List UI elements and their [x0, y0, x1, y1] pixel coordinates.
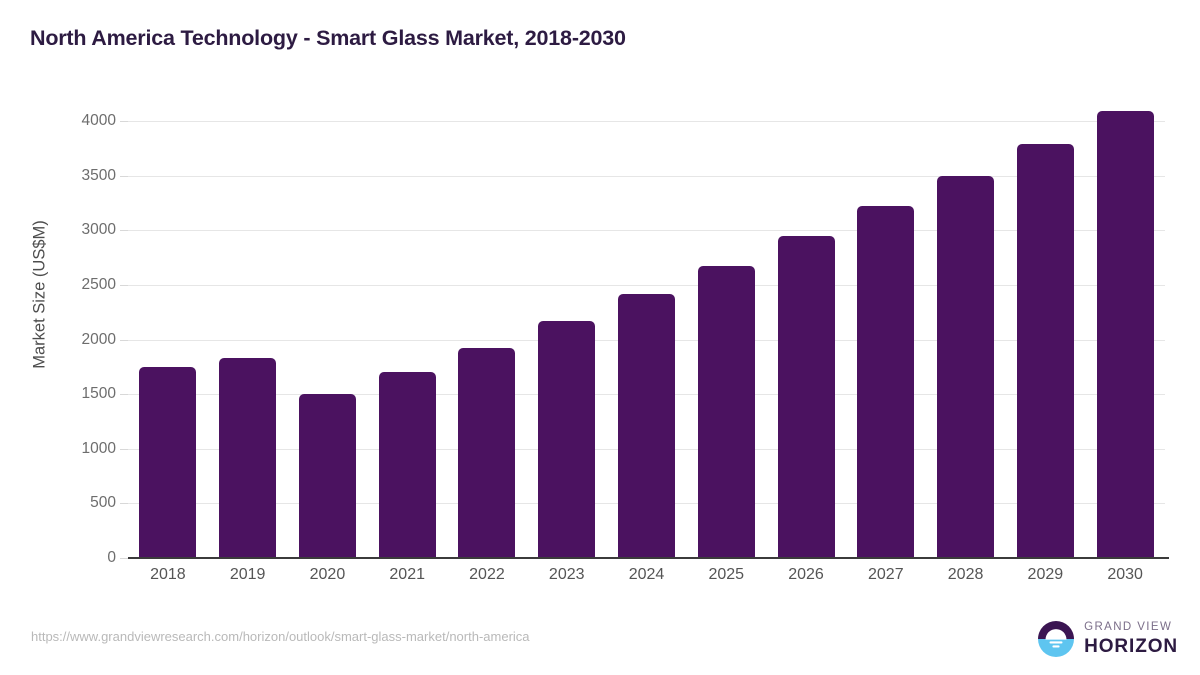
- y-tick-label: 500: [90, 494, 116, 512]
- sunrise-circle-icon: [1038, 621, 1075, 657]
- x-axis-line: [128, 557, 1169, 559]
- bar[interactable]: [857, 206, 915, 558]
- brand-name-top: GRAND VIEW: [1084, 621, 1173, 634]
- x-tick-label: 2020: [309, 566, 346, 583]
- x-tick-label: 2028: [947, 566, 984, 583]
- brand-wordmark: GRAND VIEW HORIZON: [1084, 622, 1178, 656]
- bar[interactable]: [458, 347, 516, 558]
- y-tick-label: 0: [107, 549, 116, 566]
- plot-area: [128, 111, 1165, 558]
- y-tick-mark: [120, 503, 128, 505]
- bar[interactable]: [697, 266, 755, 558]
- x-tick-label: 2030: [1107, 566, 1143, 583]
- x-tick-label: 2025: [708, 566, 745, 583]
- bar[interactable]: [1096, 111, 1154, 558]
- x-tick-label: 2026: [788, 566, 824, 583]
- bar[interactable]: [219, 357, 277, 558]
- y-tick-label: 1000: [81, 439, 116, 457]
- x-tick-label: 2023: [548, 566, 585, 583]
- y-tick-label: 2500: [81, 275, 116, 293]
- y-tick-mark: [120, 121, 128, 122]
- gridline: [128, 121, 1165, 122]
- bar[interactable]: [378, 371, 436, 558]
- y-tick-mark: [120, 284, 128, 286]
- bar[interactable]: [777, 236, 835, 558]
- bar[interactable]: [139, 367, 197, 558]
- gridline: [128, 175, 1165, 177]
- y-tick-label: 2000: [81, 330, 116, 348]
- y-tick-mark: [120, 175, 128, 177]
- x-tick-label: 2019: [229, 566, 266, 583]
- bar[interactable]: [618, 294, 675, 558]
- x-tick-label: 2024: [628, 566, 665, 583]
- y-tick-label: 4000: [81, 112, 116, 129]
- y-tick-mark: [120, 448, 128, 450]
- x-tick-label: 2029: [1027, 566, 1064, 583]
- x-tick-label: 2027: [868, 566, 904, 583]
- gridline: [128, 284, 1165, 286]
- y-tick-mark: [120, 339, 128, 341]
- y-tick-label: 1500: [81, 385, 116, 403]
- x-tick-label: 2021: [389, 566, 425, 583]
- y-tick-mark: [120, 230, 128, 232]
- bar[interactable]: [298, 394, 356, 558]
- bar[interactable]: [937, 175, 995, 558]
- brand-name-bottom: HORIZON: [1084, 635, 1178, 657]
- x-tick-label: 2022: [469, 566, 505, 583]
- brand-logo: GRAND VIEW HORIZON: [1037, 620, 1178, 658]
- bar[interactable]: [538, 321, 596, 558]
- x-tick-label: 2018: [150, 566, 186, 583]
- y-tick-mark: [120, 558, 128, 559]
- bar[interactable]: [1016, 143, 1074, 558]
- y-axis-title: Market Size (US$M): [30, 220, 49, 369]
- y-tick-label: 3000: [81, 221, 116, 239]
- source-url-label: https://www.grandviewresearch.com/horizo…: [31, 629, 530, 644]
- page-title: North America Technology - Smart Glass M…: [30, 26, 626, 50]
- y-tick-mark: [120, 394, 128, 396]
- gridline: [128, 230, 1165, 232]
- y-tick-label: 3500: [81, 166, 116, 184]
